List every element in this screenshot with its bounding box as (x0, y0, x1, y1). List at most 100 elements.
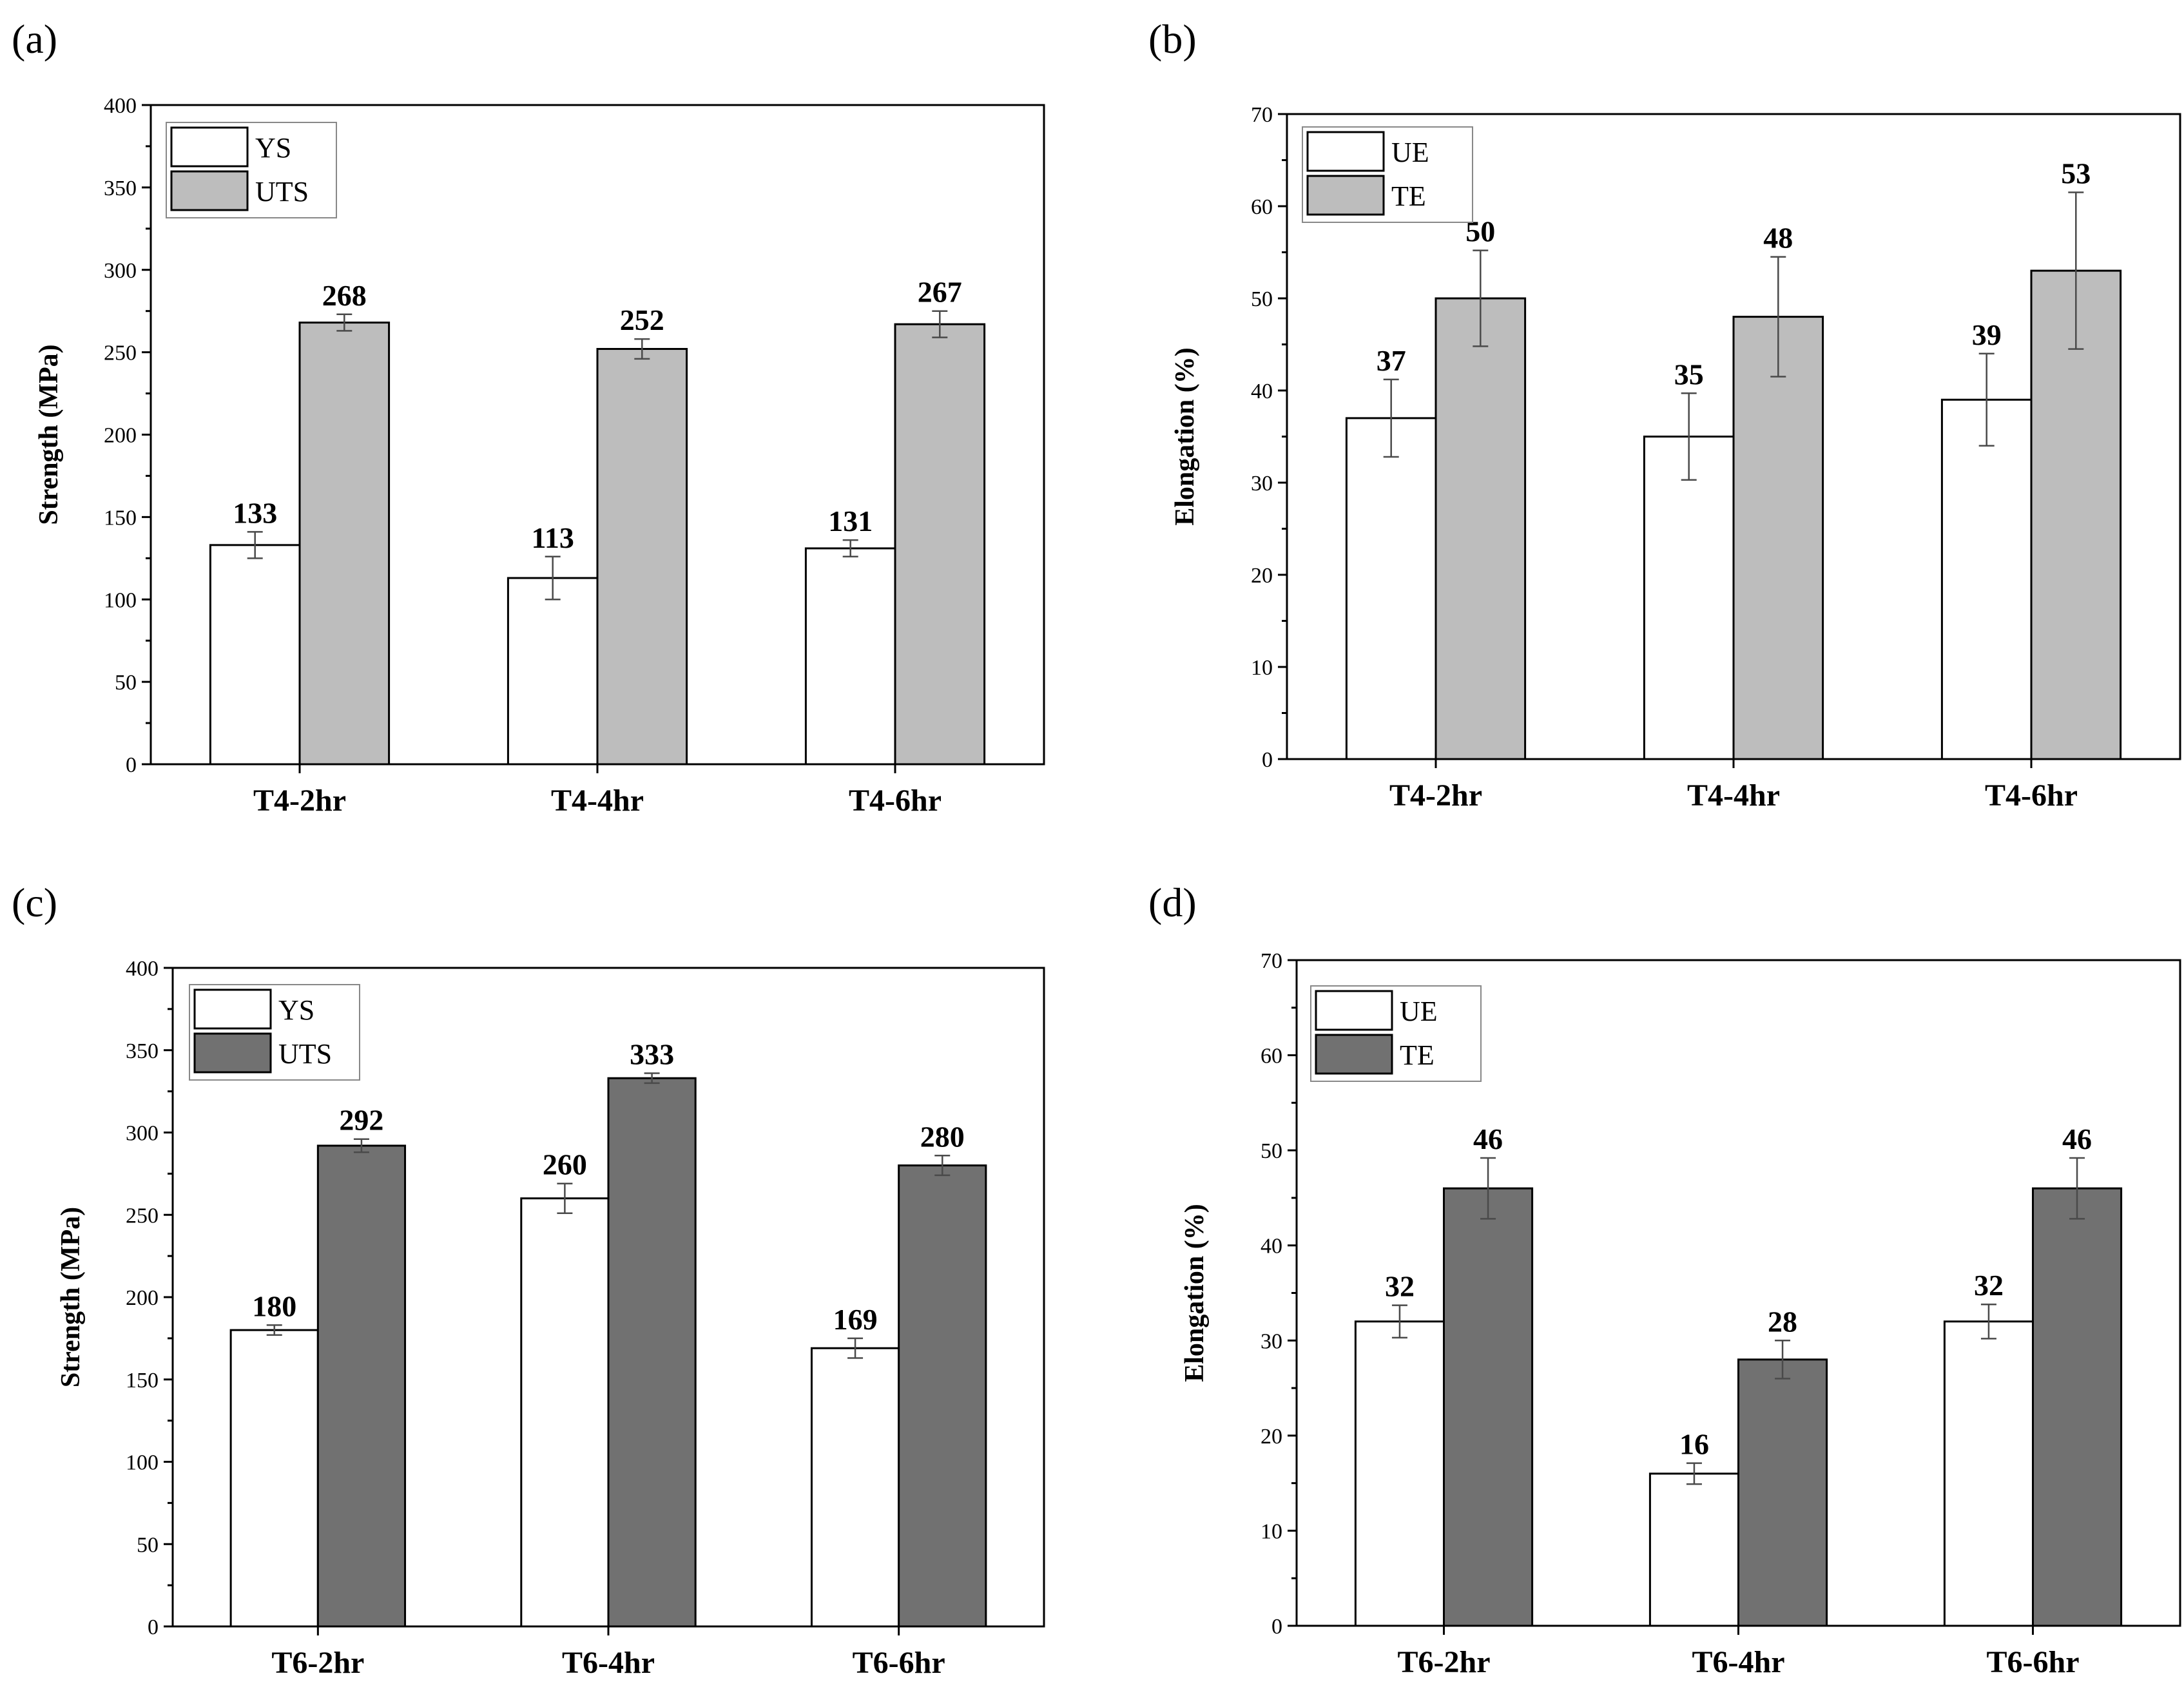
y-tick-label: 60 (1251, 195, 1273, 219)
data-label: 252 (620, 304, 664, 336)
y-tick-label: 50 (137, 1533, 159, 1557)
y-tick-label: 20 (1261, 1425, 1282, 1449)
x-tick-label: T6-4hr (562, 1646, 655, 1680)
panel-label-d: (d) (1148, 880, 1197, 925)
data-label: 16 (1679, 1428, 1709, 1461)
y-tick-label: 50 (1261, 1139, 1282, 1163)
legend: YS UTS (166, 122, 337, 218)
data-label: 32 (1385, 1270, 1415, 1303)
legend-label-ys: YS (278, 994, 314, 1026)
y-tick-label: 60 (1261, 1045, 1282, 1068)
x-tick-label: T4-4hr (1687, 778, 1780, 813)
bar-ue (1940, 398, 2033, 760)
chart-c: 0 50 100 150 200 250 300 350 400 Strength (MPa) T6… (56, 957, 1045, 1680)
y-tick-label: 70 (1251, 103, 1273, 127)
bar-te (1732, 316, 1824, 760)
data-label: 39 (1972, 318, 2002, 351)
y-tick-label: 0 (1271, 1615, 1282, 1639)
x-tick-label: T4-6hr (1985, 778, 2078, 813)
bar-ue (1648, 1472, 1739, 1627)
y-tick-label: 250 (126, 1204, 159, 1228)
y-tick-label: 100 (126, 1451, 159, 1475)
legend-swatch-ue (1306, 131, 1385, 172)
x-tick-label: T4-6hr (849, 784, 942, 818)
y-tick-label: 400 (104, 94, 137, 118)
bar-uts (894, 323, 986, 766)
y-tick-label: 300 (126, 1122, 159, 1146)
y-tick-label: 0 (1262, 748, 1273, 772)
data-label: 48 (1763, 222, 1793, 255)
x-tick-label: T6-2hr (271, 1646, 364, 1680)
y-tick-label: 0 (126, 753, 137, 777)
legend-label-te: TE (1400, 1039, 1435, 1071)
panel-label-a: (a) (12, 16, 57, 62)
y-tick-label: 50 (115, 671, 137, 695)
y-tick-label: 150 (126, 1369, 159, 1393)
y-tick-label: 150 (104, 506, 137, 530)
bar-te (2030, 269, 2122, 760)
data-label: 113 (531, 521, 574, 554)
x-tick-label: T4-2hr (1389, 778, 1482, 813)
panel-label-b: (b) (1148, 16, 1197, 62)
legend-label-te: TE (1391, 180, 1426, 212)
y-tick-label: 300 (104, 259, 137, 283)
legend-swatch-te (1306, 175, 1385, 216)
data-label: 32 (1974, 1269, 2004, 1302)
chart-d: 0 10 20 30 40 50 60 70 Elongation (%) T6-2hr 32 46 T… (1180, 949, 2181, 1679)
data-label: 180 (252, 1289, 296, 1322)
y-tick-label: 70 (1261, 949, 1282, 973)
x-tick-label: T6-4hr (1692, 1645, 1785, 1679)
y-tick-label: 30 (1261, 1329, 1282, 1353)
bar-ys (520, 1197, 610, 1628)
panel-a: (a) 0 50 100 150 200 250 300 350 400 Strength (MP… (12, 16, 1045, 818)
bar-te (1435, 297, 1527, 760)
x-tick-label: T6-6hr (853, 1646, 945, 1680)
y-tick-label: 40 (1251, 380, 1273, 403)
legend-swatch-uts (193, 1032, 272, 1074)
y-tick-label: 250 (104, 342, 137, 365)
panel-b: (b) 0 10 20 30 40 50 60 70 Elongation (%) T4-2hr 3… (1148, 16, 2181, 813)
legend: UE TE (1302, 126, 1473, 223)
legend: YS UTS (189, 984, 360, 1081)
y-tick-label: 200 (104, 424, 137, 448)
legend-swatch-te (1315, 1034, 1393, 1075)
y-tick-label: 350 (126, 1039, 159, 1063)
legend-label-ys: YS (255, 132, 291, 164)
y-tick-label: 0 (148, 1615, 159, 1639)
data-label: 46 (2062, 1123, 2092, 1155)
data-label: 46 (1473, 1123, 1503, 1155)
y-axis-title: Strength (MPa) (56, 1207, 86, 1387)
bar-te (2032, 1187, 2123, 1627)
panel-d: (d) 0 10 20 30 40 50 60 70 Elongation (%) T6-2hr 3… (1148, 880, 2181, 1679)
x-tick-label: T4-2hr (253, 784, 346, 818)
y-tick-label: 40 (1261, 1235, 1282, 1258)
legend-swatch-ue (1315, 990, 1393, 1031)
bar-ue (1943, 1320, 2034, 1627)
data-label: 28 (1768, 1305, 1797, 1338)
data-label: 267 (918, 276, 962, 309)
data-label: 37 (1377, 344, 1406, 377)
bar-ys (804, 547, 896, 766)
chart-a: 0 50 100 150 200 250 300 350 400 Strength (MPa) T4… (34, 94, 1045, 818)
bar-uts (298, 322, 391, 766)
data-label: 53 (2061, 157, 2091, 190)
data-label: 131 (828, 505, 873, 537)
legend-label-uts: UTS (255, 176, 309, 207)
y-tick-label: 20 (1251, 564, 1273, 588)
data-label: 292 (339, 1104, 383, 1137)
bar-te (1737, 1358, 1828, 1627)
bar-te (1443, 1187, 1534, 1627)
bar-ys (209, 544, 301, 766)
x-tick-label: T6-6hr (1987, 1645, 2080, 1679)
y-tick-label: 100 (104, 588, 137, 612)
y-axis-title: Elongation (%) (1180, 1204, 1210, 1382)
data-label: 268 (322, 279, 367, 312)
panel-c: (c) 0 50 100 150 200 250 300 350 400 Strength (MP… (12, 880, 1045, 1680)
bar-ys (229, 1329, 319, 1628)
bar-ue (1345, 417, 1437, 760)
legend-label-uts: UTS (278, 1038, 332, 1070)
y-tick-label: 200 (126, 1286, 159, 1310)
panel-label-c: (c) (12, 880, 57, 925)
